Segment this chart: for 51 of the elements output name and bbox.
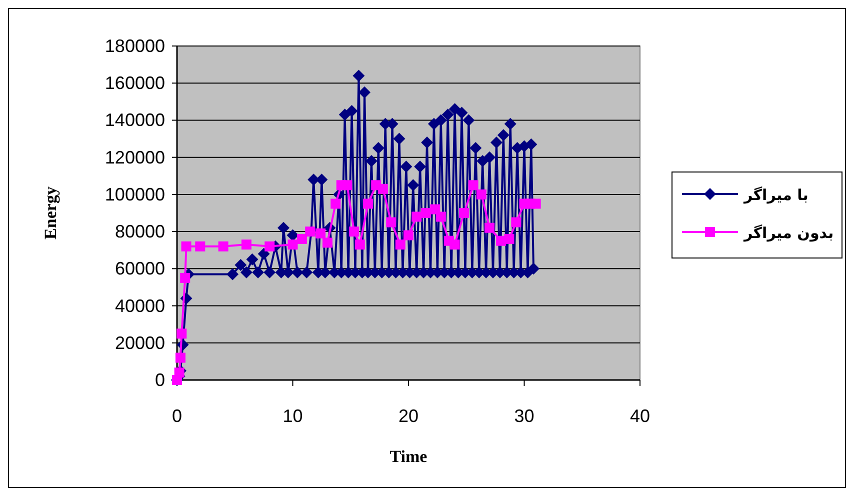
y-tick-label: 60000 — [114, 258, 165, 279]
point — [511, 217, 522, 228]
point — [322, 238, 332, 248]
point — [218, 241, 228, 252]
y-tick-label: 40000 — [114, 296, 165, 316]
y-tick-label: 140000 — [104, 110, 165, 130]
point — [459, 208, 470, 218]
point — [386, 217, 396, 228]
point — [195, 241, 206, 252]
x-axis-title: Time — [390, 447, 428, 466]
point — [342, 180, 352, 190]
y-tick-label: 20000 — [114, 332, 165, 353]
point — [180, 272, 190, 283]
point — [412, 212, 422, 222]
y-tick-label: 160000 — [104, 73, 165, 94]
point — [354, 240, 365, 250]
point — [174, 368, 184, 378]
y-tick-label: 80000 — [114, 222, 165, 242]
x-tick-label: 20 — [398, 406, 419, 426]
point — [288, 240, 298, 250]
point — [297, 234, 308, 244]
legend-label: بدون میراگر — [744, 224, 834, 242]
y-tick-label: 100000 — [104, 184, 165, 204]
point — [264, 241, 275, 252]
point — [404, 230, 414, 240]
point — [504, 234, 514, 244]
point — [395, 240, 406, 250]
point — [362, 198, 373, 209]
y-tick-label: 120000 — [104, 147, 165, 168]
x-tick-label: 0 — [172, 406, 182, 426]
legend-label: با میراگر — [744, 186, 808, 204]
y-tick-label: 0 — [154, 370, 165, 390]
x-tick-label: 40 — [630, 406, 650, 426]
point — [241, 240, 252, 250]
point — [349, 226, 360, 237]
y-tick-label: 180000 — [104, 36, 165, 56]
point — [450, 240, 460, 250]
point — [175, 352, 186, 363]
point — [530, 198, 541, 209]
point — [436, 212, 446, 222]
point — [176, 328, 187, 339]
point — [378, 184, 388, 194]
point — [484, 222, 495, 233]
x-tick-label: 10 — [282, 406, 303, 426]
x-tick-label: 30 — [514, 406, 534, 426]
point — [330, 198, 341, 209]
point — [181, 241, 192, 252]
point — [316, 228, 326, 238]
point — [476, 189, 486, 200]
y-axis-title: Energy — [41, 186, 60, 240]
point — [468, 180, 478, 190]
